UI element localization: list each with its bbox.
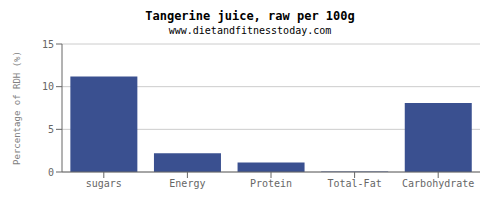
svg-text:Carbohydrate: Carbohydrate — [402, 178, 474, 189]
svg-text:0: 0 — [48, 167, 54, 178]
svg-text:10: 10 — [42, 81, 54, 92]
svg-text:15: 15 — [42, 39, 54, 50]
svg-text:Percentage of RDH (%): Percentage of RDH (%) — [12, 51, 22, 165]
svg-text:5: 5 — [48, 124, 54, 135]
html-text:Tangerine juice, raw per 100g: Tangerine juice, raw per 100g — [145, 9, 355, 23]
svg-text:Energy: Energy — [169, 178, 205, 189]
svg-text:sugars: sugars — [86, 178, 122, 189]
html-text:www.dietandfitnesstoday.com: www.dietandfitnesstoday.com — [168, 25, 332, 36]
svg-text:Protein: Protein — [250, 178, 292, 189]
svg-text:Total-Fat: Total-Fat — [328, 178, 382, 189]
